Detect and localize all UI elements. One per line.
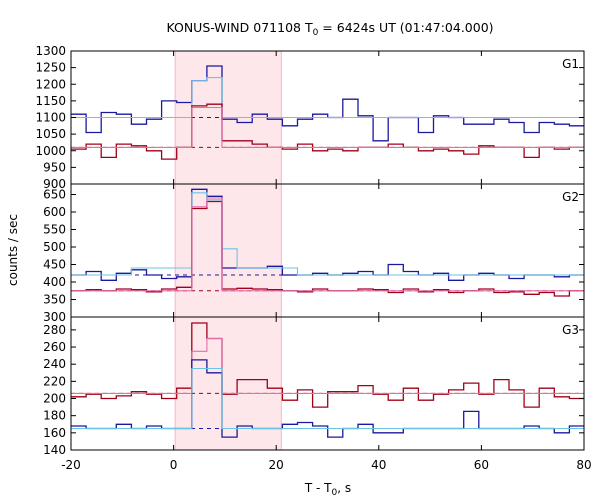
x-tick-label: -20 — [61, 458, 81, 472]
y-tick-label: 500 — [43, 240, 66, 254]
series-g1-0 — [71, 65, 584, 142]
y-tick-label: 350 — [43, 293, 66, 307]
panel-label-g2: G2 — [562, 190, 579, 204]
y-tick-label: 450 — [43, 258, 66, 272]
series-g2-1 — [71, 192, 584, 276]
series-g1-2 — [71, 103, 584, 160]
y-tick-label: 260 — [43, 340, 66, 354]
y-tick-label: 300 — [43, 310, 66, 324]
y-tick-label: 280 — [43, 323, 66, 337]
panel-frames: 900 950 1000 1050 1100 1150 1200 1250 1300 G1 300 3… — [35, 44, 585, 457]
y-tick-label: 1200 — [35, 77, 66, 91]
series-g3-0 — [71, 322, 584, 408]
x-tick-label: 40 — [371, 458, 386, 472]
panel-g2 — [71, 188, 584, 297]
highlight-band — [175, 51, 282, 450]
x-tick-label: 20 — [269, 458, 284, 472]
burst-interval-highlight — [174, 51, 282, 450]
series-g2-0 — [71, 188, 584, 281]
panel-label-g1: G1 — [562, 57, 579, 71]
y-tick-label: 900 — [43, 177, 66, 191]
y-tick-label: 1250 — [35, 61, 66, 75]
y-tick-label: 200 — [43, 392, 66, 406]
y-tick-label: 400 — [43, 275, 66, 289]
series-g3-3 — [71, 367, 584, 430]
chart-title-subscript: 0 — [313, 28, 319, 38]
y-tick-label: 160 — [43, 426, 66, 440]
x-tick-label: 80 — [576, 458, 591, 472]
series-g3-1 — [71, 337, 584, 394]
y-tick-label: 1050 — [35, 127, 66, 141]
series-g1-3 — [71, 106, 584, 148]
y-tick-label: 600 — [43, 205, 66, 219]
y-tick-label: 1150 — [35, 94, 66, 108]
panel-g1 — [71, 65, 584, 160]
y-tick-label: 650 — [43, 188, 66, 202]
x-tick-label: 60 — [474, 458, 489, 472]
x-axis-label-subscript: 0 — [332, 488, 338, 498]
y-tick-label: 140 — [43, 443, 66, 457]
series-g1-1 — [71, 77, 584, 119]
y-tick-label: 220 — [43, 374, 66, 388]
y-axis-label: counts / sec — [6, 214, 20, 286]
panel-frame-g3 — [70, 316, 585, 451]
series-g2-2 — [71, 200, 584, 297]
panel-g3 — [71, 322, 584, 438]
y-tick-label: 550 — [43, 223, 66, 237]
series-g2-3 — [71, 197, 584, 292]
y-tick-label: 240 — [43, 357, 66, 371]
x-axis-ticks: -20 0 20 40 60 80 — [61, 458, 591, 472]
y-tick-label: 180 — [43, 409, 66, 423]
panel-frame-g2 — [70, 183, 585, 318]
panel-label-g3: G3 — [562, 323, 579, 337]
x-axis-label: T - T0, s — [304, 481, 351, 498]
panels — [71, 65, 584, 438]
y-tick-label: 1100 — [35, 111, 66, 125]
chart-title: KONUS-WIND 071108 T0 = 6424s UT (01:47:0… — [166, 20, 493, 38]
y-tick-label: 950 — [43, 160, 66, 174]
y-tick-label: 1000 — [35, 144, 66, 158]
x-tick-label: 0 — [170, 458, 178, 472]
y-tick-label: 1300 — [35, 44, 66, 58]
